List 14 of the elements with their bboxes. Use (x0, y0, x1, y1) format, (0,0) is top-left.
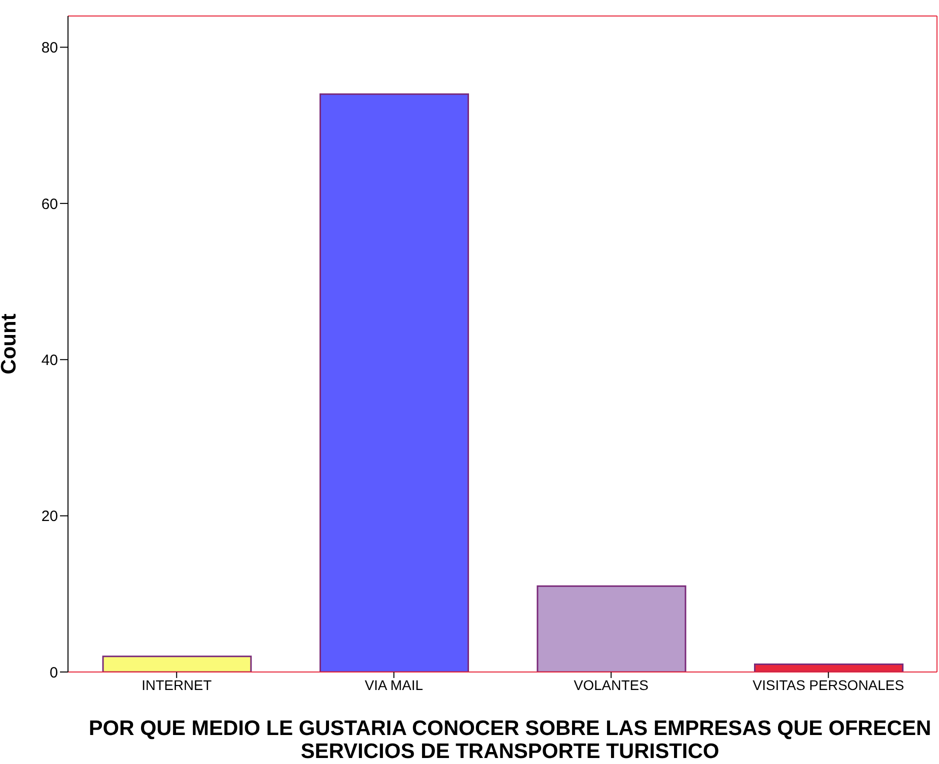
bar (320, 93, 469, 672)
x-tick-label: VOLANTES (574, 676, 648, 693)
y-axis-title: Count (0, 314, 20, 374)
y-tick-label: 80 (41, 40, 58, 57)
x-tick-label: VIA MAIL (364, 676, 424, 693)
y-tick-label: 0 (50, 664, 58, 682)
bar (536, 585, 686, 672)
x-tick-label: VISITAS PERSONALES (752, 676, 904, 693)
y-tick-label: 40 (41, 352, 58, 369)
x-tick-label: INTERNET (142, 676, 212, 693)
x-axis-title: POR QUE MEDIO LE GUSTARIA CONOCER SOBRE LAS EMPRESAS QUE OFRECEN SERVICIOS DE TRANSPORTE TURISTICO (88, 717, 932, 763)
bar (102, 656, 252, 672)
y-tick-label: 20 (41, 508, 58, 526)
y-tick-label: 60 (41, 196, 58, 213)
